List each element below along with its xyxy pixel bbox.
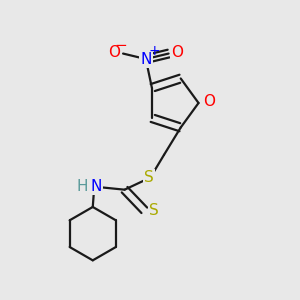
Text: O: O xyxy=(171,44,183,59)
Text: S: S xyxy=(144,170,154,185)
Text: H: H xyxy=(76,179,88,194)
Text: +: + xyxy=(148,44,160,58)
Text: N: N xyxy=(90,179,101,194)
Text: −: − xyxy=(115,38,128,52)
Text: S: S xyxy=(149,203,159,218)
Text: N: N xyxy=(140,52,152,67)
Text: O: O xyxy=(109,44,121,59)
Text: O: O xyxy=(203,94,215,109)
